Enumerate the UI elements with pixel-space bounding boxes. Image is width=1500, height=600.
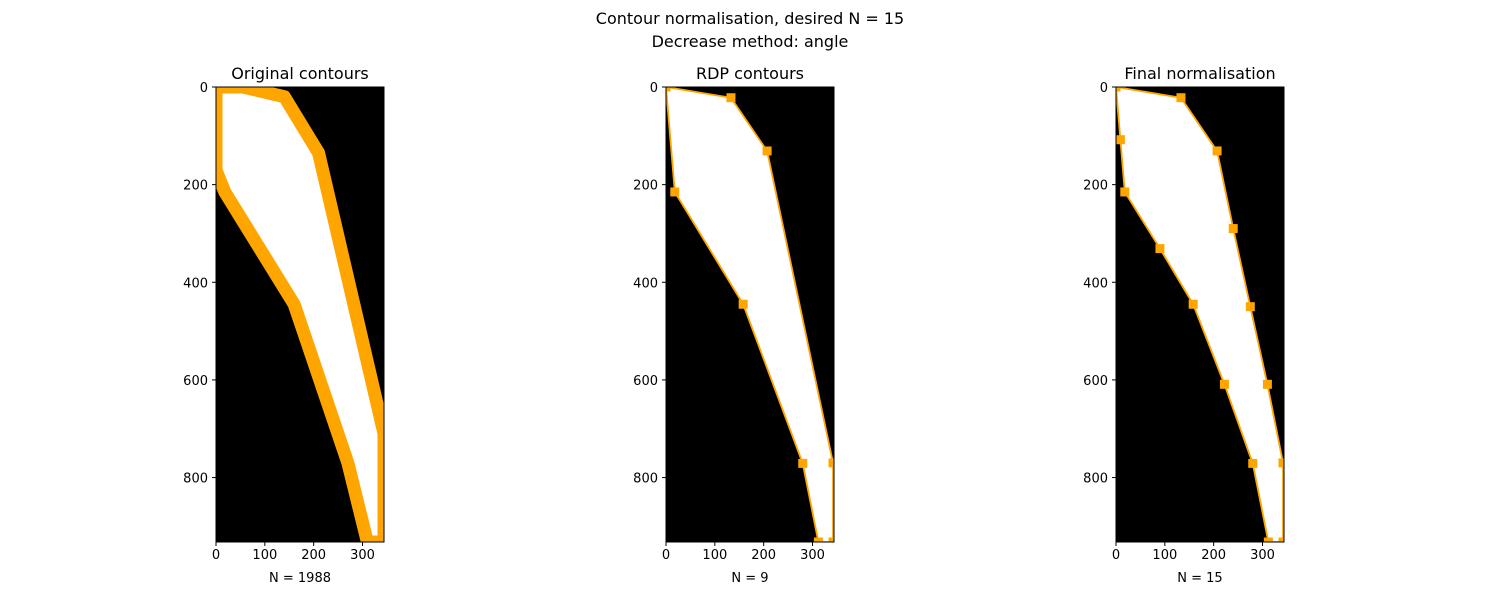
x-tick-label: 200 — [301, 548, 326, 563]
contour-point-13 — [1155, 244, 1165, 254]
subplot-title: RDP contours — [696, 64, 804, 83]
y-tick-label: 400 — [1083, 276, 1108, 291]
x-tick-label: 0 — [212, 548, 220, 563]
contour-point-8 — [1278, 537, 1284, 542]
y-tick-label: 800 — [183, 472, 208, 487]
contour-point-9 — [670, 187, 680, 197]
y-tick-label: 0 — [200, 81, 208, 96]
x-tick-label: 0 — [1112, 548, 1120, 563]
x-axis-label: N = 1988 — [269, 571, 331, 586]
contour-point-10 — [1248, 458, 1258, 468]
x-axis-label: N = 15 — [1177, 571, 1222, 586]
contour-point-14 — [1120, 187, 1130, 197]
contour-point-1 — [1116, 87, 1121, 92]
figure-title-line-1: Contour normalisation, desired N = 15 — [595, 9, 905, 28]
x-tick-label: 300 — [800, 548, 825, 563]
x-tick-label: 100 — [252, 548, 277, 563]
contour-point-9 — [1263, 537, 1273, 542]
y-tick-label: 600 — [633, 374, 658, 389]
subplot-3: 0 100 200 300 0 200 400 600 800 Final normalisati… — [1083, 64, 1285, 586]
contour-point-2 — [726, 93, 736, 103]
contour-point-5 — [1245, 302, 1255, 312]
x-tick-label: 100 — [702, 548, 727, 563]
contour-point-15 — [1116, 135, 1125, 145]
subplot-2: 0 100 200 300 0 200 400 600 800 RDP contours N = 9 — [633, 64, 835, 586]
contour-shape — [1116, 87, 1284, 542]
x-tick-label: 0 — [662, 548, 670, 563]
x-tick-label: 300 — [1250, 548, 1275, 563]
y-tick-label: 400 — [183, 276, 208, 291]
x-tick-label: 100 — [1152, 548, 1177, 563]
axes-frame — [1115, 86, 1285, 543]
subplot-title: Original contours — [231, 64, 369, 83]
plot-area — [666, 87, 834, 542]
contour-shape — [666, 87, 834, 542]
contour-point-6 — [813, 537, 823, 542]
contour-outline — [216, 87, 384, 542]
y-tick-label: 600 — [1083, 374, 1108, 389]
contour-line — [1116, 87, 1284, 542]
plot-area — [216, 87, 384, 542]
y-tick-label: 400 — [633, 276, 658, 291]
subplot-title: Final normalisation — [1124, 64, 1275, 83]
contour-point-11 — [1219, 379, 1229, 389]
x-axis-label: N = 9 — [731, 571, 768, 586]
contour-point-1 — [666, 87, 671, 92]
contour-point-8 — [738, 299, 748, 309]
y-tick-label: 200 — [633, 179, 658, 194]
x-tick-label: 300 — [350, 548, 375, 563]
y-tick-label: 200 — [1083, 179, 1108, 194]
contour-point-2 — [1176, 93, 1186, 103]
y-tick-label: 600 — [183, 374, 208, 389]
plot-area — [1116, 87, 1284, 542]
subplot-1: 0 100 200 300 0 200 400 600 800 Original contours… — [183, 64, 385, 586]
y-tick-label: 0 — [1100, 81, 1108, 96]
axes-frame — [665, 86, 835, 543]
x-tick-label: 200 — [751, 548, 776, 563]
contour-point-4 — [1228, 224, 1238, 234]
y-tick-label: 200 — [183, 179, 208, 194]
contour-point-7 — [798, 458, 808, 468]
contour-point-3 — [1212, 146, 1222, 156]
y-tick-label: 800 — [1083, 472, 1108, 487]
contour-point-4 — [828, 458, 834, 468]
y-tick-label: 0 — [650, 81, 658, 96]
contour-point-3 — [762, 146, 772, 156]
contour-point-7 — [1278, 458, 1284, 468]
figure-title-line-2: Decrease method: angle — [651, 32, 849, 51]
contour-line — [666, 87, 834, 542]
contour-point-6 — [1262, 379, 1272, 389]
contour-point-5 — [828, 537, 834, 542]
contour-point-12 — [1188, 299, 1198, 309]
axes-frame — [215, 86, 385, 543]
y-tick-label: 800 — [633, 472, 658, 487]
x-tick-label: 200 — [1201, 548, 1226, 563]
